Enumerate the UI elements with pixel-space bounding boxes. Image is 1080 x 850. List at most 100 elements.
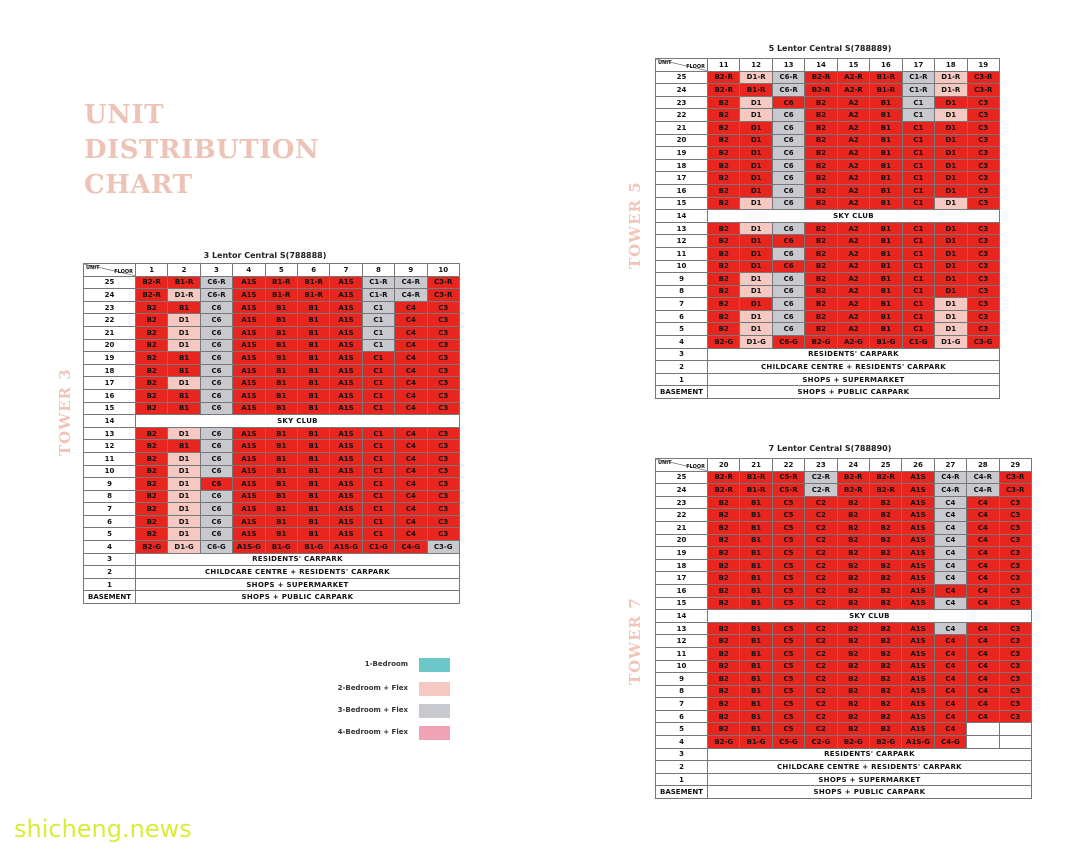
unit-cell: C1 — [901, 196, 936, 211]
floor-label: 7 — [655, 297, 708, 311]
unit-cell: B1-R — [296, 288, 331, 302]
unit-cell: C6-R — [199, 288, 234, 302]
floor-facility: SHOPS + PUBLIC CARPARK — [707, 385, 1000, 400]
unit-cell: A2 — [836, 284, 871, 299]
unit-cell: C3 — [998, 520, 1032, 535]
unit-cell: A1S — [901, 558, 935, 573]
floor-row: 15 B2 B1 C6 A1S B1 B1 A1S C1 C4 C3 — [83, 401, 460, 416]
floor-label: 3 — [83, 552, 136, 567]
unit-cell: D1 — [934, 120, 968, 135]
floor-row: 18 B2 D1 C6 B2 A2 B1 C1 D1 C3 — [655, 158, 1000, 173]
unit-cell: B2 — [804, 158, 838, 173]
unit-cell: C4-R — [933, 483, 968, 497]
unit-cell: B2 — [836, 596, 870, 611]
unit-cell: B1 — [739, 571, 773, 585]
unit-cell: C5 — [771, 558, 806, 573]
tower-3-address: 3 Lentor Central S(788888) — [203, 251, 327, 260]
unit-cell: A1S-G — [901, 735, 935, 749]
unit-cell: C4 — [966, 596, 1000, 611]
unit-cell: D1-R — [739, 70, 773, 85]
unit-cell: C3 — [966, 309, 1000, 324]
floor-label: 17 — [655, 571, 708, 585]
unit-cell: B2 — [804, 183, 838, 198]
unit-cell: B2-G — [706, 735, 741, 749]
unit-cell: A2 — [836, 183, 871, 198]
unit-cell: C5 — [771, 659, 806, 674]
unit-cell: B2-R — [706, 470, 741, 485]
floor-row: 13 B2 D1 C6 A1S B1 B1 A1S C1 C4 C3 — [83, 426, 460, 441]
unit-cell: B2 — [804, 146, 838, 160]
floor-label: 14 — [655, 209, 708, 223]
unit-cell: C4 — [966, 621, 1000, 636]
unit-cell: C6 — [199, 489, 234, 504]
floor-row: 14 SKY CLUB — [83, 414, 460, 428]
unit-cell: A1S — [329, 477, 363, 491]
unit-cell: C4 — [966, 533, 1000, 548]
floor-label: 25 — [655, 470, 708, 485]
unit-cell: B2 — [868, 546, 903, 560]
unit-cell: B1 — [264, 351, 298, 365]
unit-cell: B2 — [868, 583, 903, 598]
unit-cell: B2 — [836, 520, 870, 535]
unit-column-header: 24 — [836, 458, 870, 472]
unit-cell: B1 — [296, 401, 331, 416]
unit-cell: D1 — [167, 338, 201, 353]
unit-cell: B1-G — [296, 540, 331, 554]
unit-cell: B1 — [739, 722, 773, 737]
floor-label: 7 — [83, 502, 136, 516]
unit-cell: C3 — [966, 284, 1000, 299]
unit-cell: C5 — [771, 495, 806, 510]
unit-cell: D1 — [934, 309, 968, 324]
floor-facility: SHOPS + SUPERMARKET — [135, 577, 460, 592]
unit-cell: C6 — [199, 514, 234, 529]
unit-cell: B2 — [134, 363, 169, 378]
unit-column-header: 28 — [966, 458, 1000, 472]
floor-label: 5 — [655, 322, 708, 337]
unit-cell: B1 — [739, 621, 773, 636]
unit-cell: D1 — [167, 313, 201, 327]
unit-cell: C4 — [394, 351, 428, 365]
floor-label: 19 — [655, 146, 708, 160]
floor-label: 6 — [655, 309, 708, 324]
unit-column-header: 16 — [869, 58, 903, 72]
floor-header-label: FLOOR — [114, 268, 133, 275]
unit-cell: C1-R — [361, 275, 396, 290]
unit-column-header: 2 — [167, 263, 201, 277]
floor-row: 12 B2 D1 C6 B2 A2 B1 C1 D1 C3 — [655, 234, 1000, 248]
unit-cell: C3 — [426, 502, 460, 516]
unit-cell: C2 — [804, 672, 838, 686]
unit-cell: C3 — [966, 183, 1000, 198]
unit-cell: C1 — [361, 351, 396, 365]
unit-cell: B1 — [296, 489, 331, 504]
floor-label: 4 — [83, 540, 136, 554]
unit-cell: C3 — [966, 234, 1000, 248]
unit-cell: A1S — [329, 325, 363, 340]
floor-row: 10 B2 D1 C6 A1S B1 B1 A1S C1 C4 C3 — [83, 464, 460, 479]
unit-cell: B2 — [836, 634, 870, 648]
unit-cell: C4 — [933, 684, 968, 699]
unit-cell: B1 — [739, 697, 773, 711]
unit-cell: C3 — [998, 709, 1032, 724]
unit-cell: D1 — [739, 171, 773, 185]
unit-cell: C3 — [426, 514, 460, 529]
unit-cell: B1 — [869, 297, 903, 311]
unit-cell: C4 — [394, 502, 428, 516]
unit-cell: C3 — [966, 259, 1000, 274]
floor-label: 10 — [655, 259, 708, 274]
unit-cell: C6 — [199, 376, 234, 390]
unit-cell: D1 — [934, 146, 968, 160]
floor-label: 25 — [655, 70, 708, 85]
unit-cell: D1 — [739, 108, 773, 122]
floor-label: 12 — [655, 634, 708, 648]
tower-7-address: 7 Lentor Central S(788890) — [768, 444, 892, 453]
floor-row: 9 B2 B1 C5 C2 B2 B2 A1S C4 C4 C3 — [655, 672, 1032, 686]
unit-cell: C4-R — [933, 470, 968, 485]
unit-cell: C3 — [426, 351, 460, 365]
unit-cell: B2-R — [868, 470, 903, 485]
unit-cell: B1 — [869, 322, 903, 337]
unit-cell: C4 — [933, 697, 968, 711]
floor-facility: RESIDENTS' CARPARK — [707, 747, 1032, 762]
unit-cell: C4 — [933, 583, 968, 598]
unit-cell: B1 — [869, 196, 903, 211]
unit-cell: A1S — [901, 495, 935, 510]
